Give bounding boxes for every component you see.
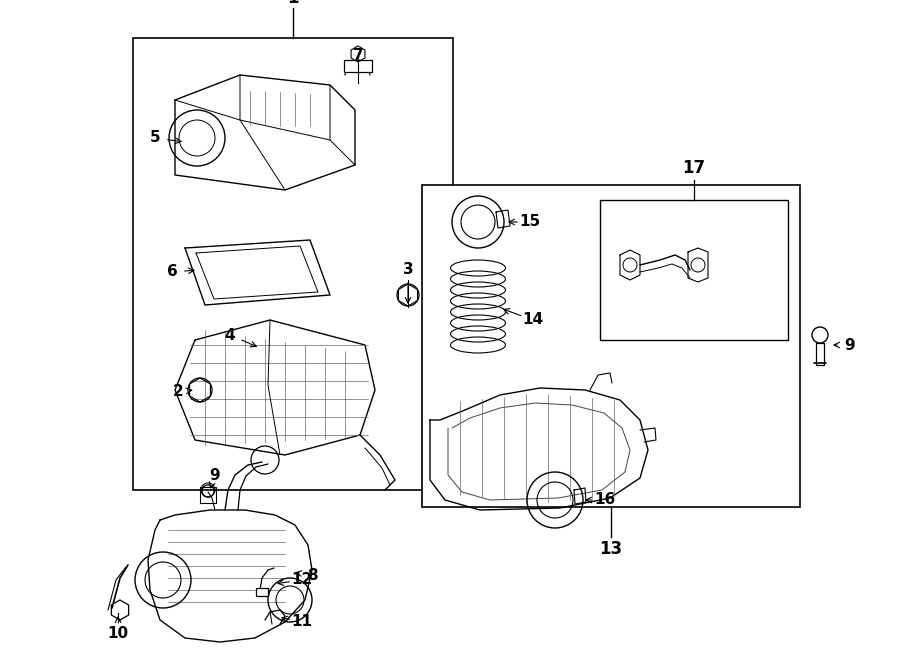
Text: 1: 1 (287, 0, 299, 7)
Text: 17: 17 (682, 159, 706, 177)
Text: 7: 7 (353, 48, 364, 63)
Text: 9: 9 (845, 338, 855, 352)
Text: 15: 15 (519, 215, 541, 229)
Text: 4: 4 (225, 327, 235, 342)
Text: 10: 10 (107, 625, 129, 641)
Bar (600, 200, 788, 340)
Bar (422, 185, 800, 507)
Text: 9: 9 (210, 467, 220, 483)
Text: 14: 14 (522, 313, 544, 327)
Text: 11: 11 (292, 615, 312, 629)
Text: 5: 5 (149, 130, 160, 145)
Bar (344, 60, 372, 72)
Text: 16: 16 (594, 492, 616, 508)
Text: 13: 13 (599, 540, 623, 558)
Text: 6: 6 (166, 264, 177, 280)
Text: 12: 12 (292, 572, 312, 588)
Bar (133, 38, 453, 490)
Bar (256, 588, 268, 596)
Text: 8: 8 (307, 568, 318, 582)
Text: 2: 2 (173, 385, 184, 399)
Text: 3: 3 (402, 262, 413, 278)
